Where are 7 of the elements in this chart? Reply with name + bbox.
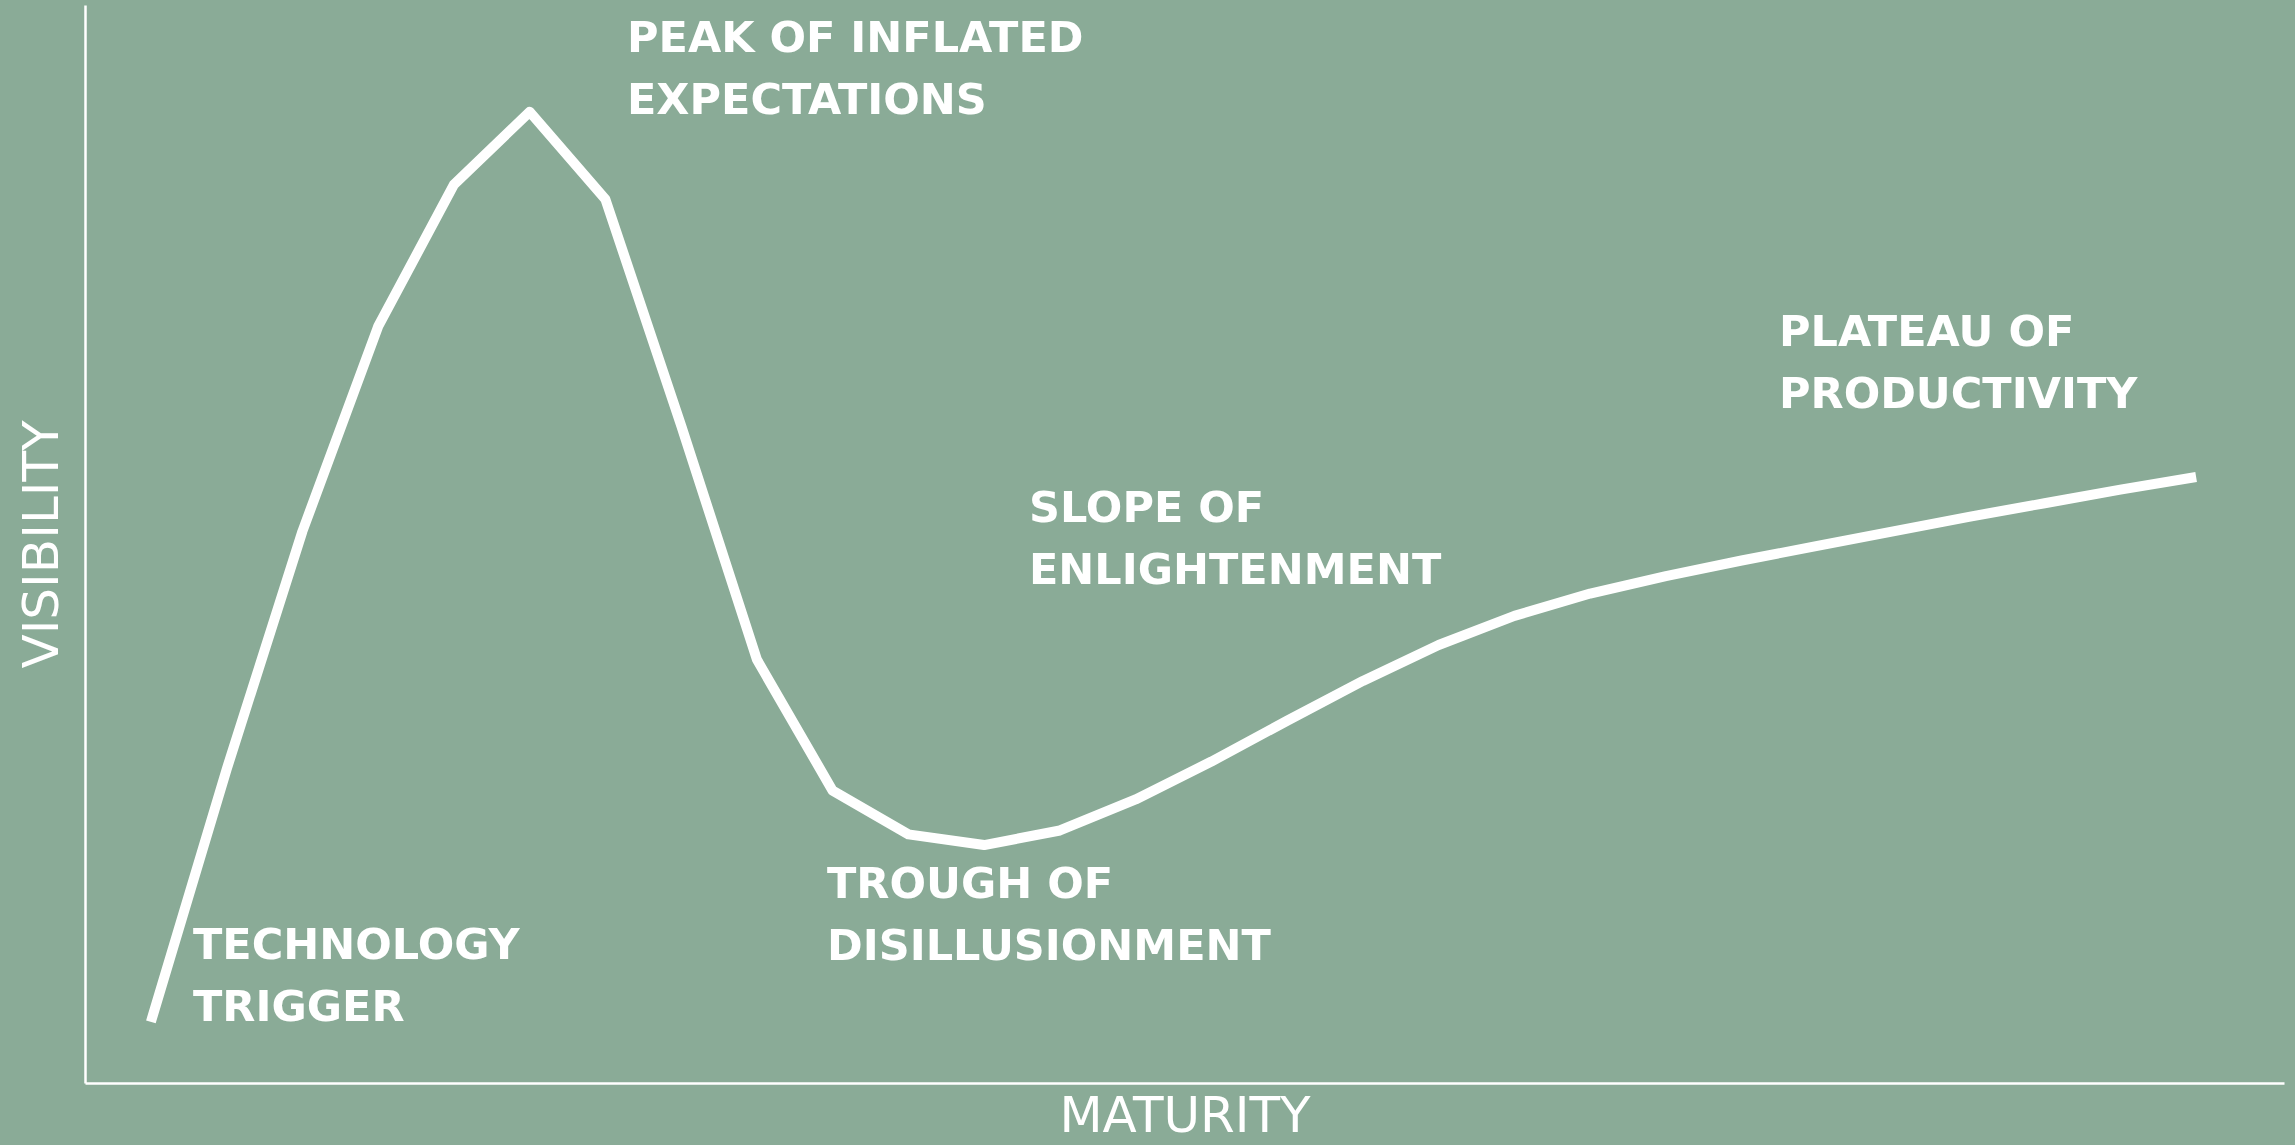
annotation: PLATEAU OF PRODUCTIVITY (1779, 306, 2139, 418)
annotation: PEAK OF INFLATED EXPECTATIONS (627, 12, 1084, 124)
x-axis-title: MATURITY (1059, 1085, 1312, 1144)
annotation: SLOPE OF ENLIGHTENMENT (1029, 482, 1442, 594)
annotation: TROUGH OF DISILLUSIONMENT (827, 858, 1272, 970)
annotation: TECHNOLOGY TRIGGER (193, 919, 521, 1031)
y-axis-title: VISIBILITY (11, 419, 70, 669)
